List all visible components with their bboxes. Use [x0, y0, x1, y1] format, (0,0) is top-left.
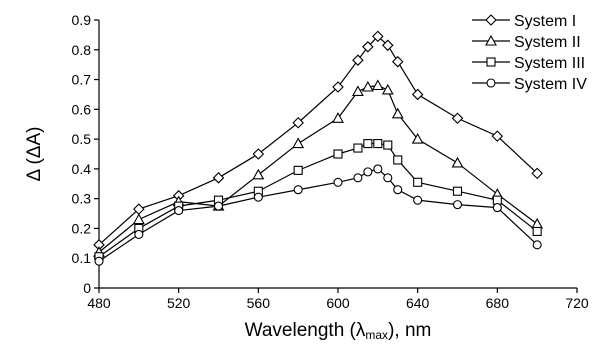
data-point-circle — [95, 257, 103, 265]
x-tick-label: 600 — [326, 295, 350, 311]
x-axis-title-main: Wavelength (λ — [245, 320, 366, 341]
legend: System I System II System III System IV — [472, 13, 587, 93]
y-tick-label: 0.6 — [72, 101, 92, 117]
data-point-triangle — [293, 139, 303, 148]
data-point-circle — [294, 186, 302, 194]
data-point-triangle — [393, 109, 403, 118]
series-2 — [94, 81, 542, 257]
y-tick-label: 0.5 — [72, 131, 92, 147]
data-point-circle — [215, 202, 223, 210]
data-point-diamond — [214, 173, 224, 183]
x-tick-label: 720 — [565, 295, 589, 311]
y-tick-label: 0.4 — [72, 161, 92, 177]
series-line — [99, 169, 537, 261]
data-point-square — [384, 141, 392, 149]
data-point-circle — [364, 168, 372, 176]
data-point-circle — [384, 174, 392, 182]
data-point-triangle — [373, 81, 383, 90]
legend-label: System I — [514, 13, 576, 30]
legend-item: System II — [472, 34, 581, 51]
data-point-triangle — [353, 86, 363, 95]
legend-label: System III — [514, 55, 585, 72]
y-tick-label: 0.3 — [72, 191, 92, 207]
x-axis-title-end: ), nm — [388, 320, 431, 341]
data-point-circle — [394, 186, 402, 194]
data-point-triangle — [383, 85, 393, 94]
data-point-triangle — [253, 170, 263, 179]
legend-item: System III — [472, 55, 585, 72]
data-point-triangle — [532, 219, 542, 228]
series-3 — [95, 140, 541, 261]
x-tick-label: 640 — [406, 295, 430, 311]
legend-marker-square — [487, 58, 495, 66]
series-line — [99, 86, 537, 253]
data-point-circle — [135, 230, 143, 238]
data-point-diamond — [453, 113, 463, 123]
data-point-triangle — [333, 113, 343, 122]
data-point-circle — [414, 196, 422, 204]
legend-label: System IV — [514, 76, 587, 93]
y-axis-title: Δ (ΔA) — [24, 127, 45, 182]
x-axis-title: Wavelength (λmax), nm — [245, 320, 432, 342]
y-tick-label: 0.2 — [72, 220, 92, 236]
series-group — [94, 31, 542, 265]
y-tick-label: 0.7 — [72, 72, 92, 88]
ticks: 480 520 560 600 640 680 720 0 0.1 0.2 0.3 0.4 0.5 0.6… — [72, 12, 589, 311]
legend-label: System II — [514, 34, 581, 51]
data-point-square — [334, 150, 342, 158]
x-tick-label: 680 — [486, 295, 510, 311]
data-point-circle — [454, 201, 462, 209]
data-point-circle — [175, 207, 183, 215]
data-point-circle — [533, 241, 541, 249]
data-point-square — [294, 166, 302, 174]
data-point-square — [364, 140, 372, 148]
y-tick-label: 0.1 — [72, 250, 92, 266]
data-point-circle — [374, 165, 382, 173]
data-point-circle — [254, 193, 262, 201]
data-point-diamond — [413, 89, 423, 99]
y-tick-label: 0.8 — [72, 42, 92, 58]
data-point-triangle — [134, 215, 144, 224]
data-point-square — [414, 178, 422, 186]
y-tick-label: 0 — [83, 280, 91, 296]
x-tick-label: 520 — [167, 295, 191, 311]
data-point-square — [493, 196, 501, 204]
data-point-square — [533, 227, 541, 235]
series-1 — [94, 31, 542, 249]
legend-item: System I — [472, 13, 576, 30]
x-axis-title-subscript: max — [365, 328, 388, 342]
data-point-square — [374, 140, 382, 148]
legend-marker-diamond — [486, 15, 496, 25]
data-point-diamond — [353, 55, 363, 65]
data-point-diamond — [393, 57, 403, 67]
legend-marker-circle — [487, 79, 495, 87]
data-point-square — [454, 187, 462, 195]
data-point-circle — [493, 204, 501, 212]
data-point-circle — [334, 178, 342, 186]
data-point-square — [394, 156, 402, 164]
x-tick-label: 560 — [247, 295, 271, 311]
data-point-circle — [354, 174, 362, 182]
data-point-triangle — [453, 158, 463, 167]
legend-item: System IV — [472, 76, 587, 93]
data-point-square — [354, 144, 362, 152]
x-tick-label: 480 — [87, 295, 111, 311]
y-tick-label: 0.9 — [72, 12, 92, 28]
